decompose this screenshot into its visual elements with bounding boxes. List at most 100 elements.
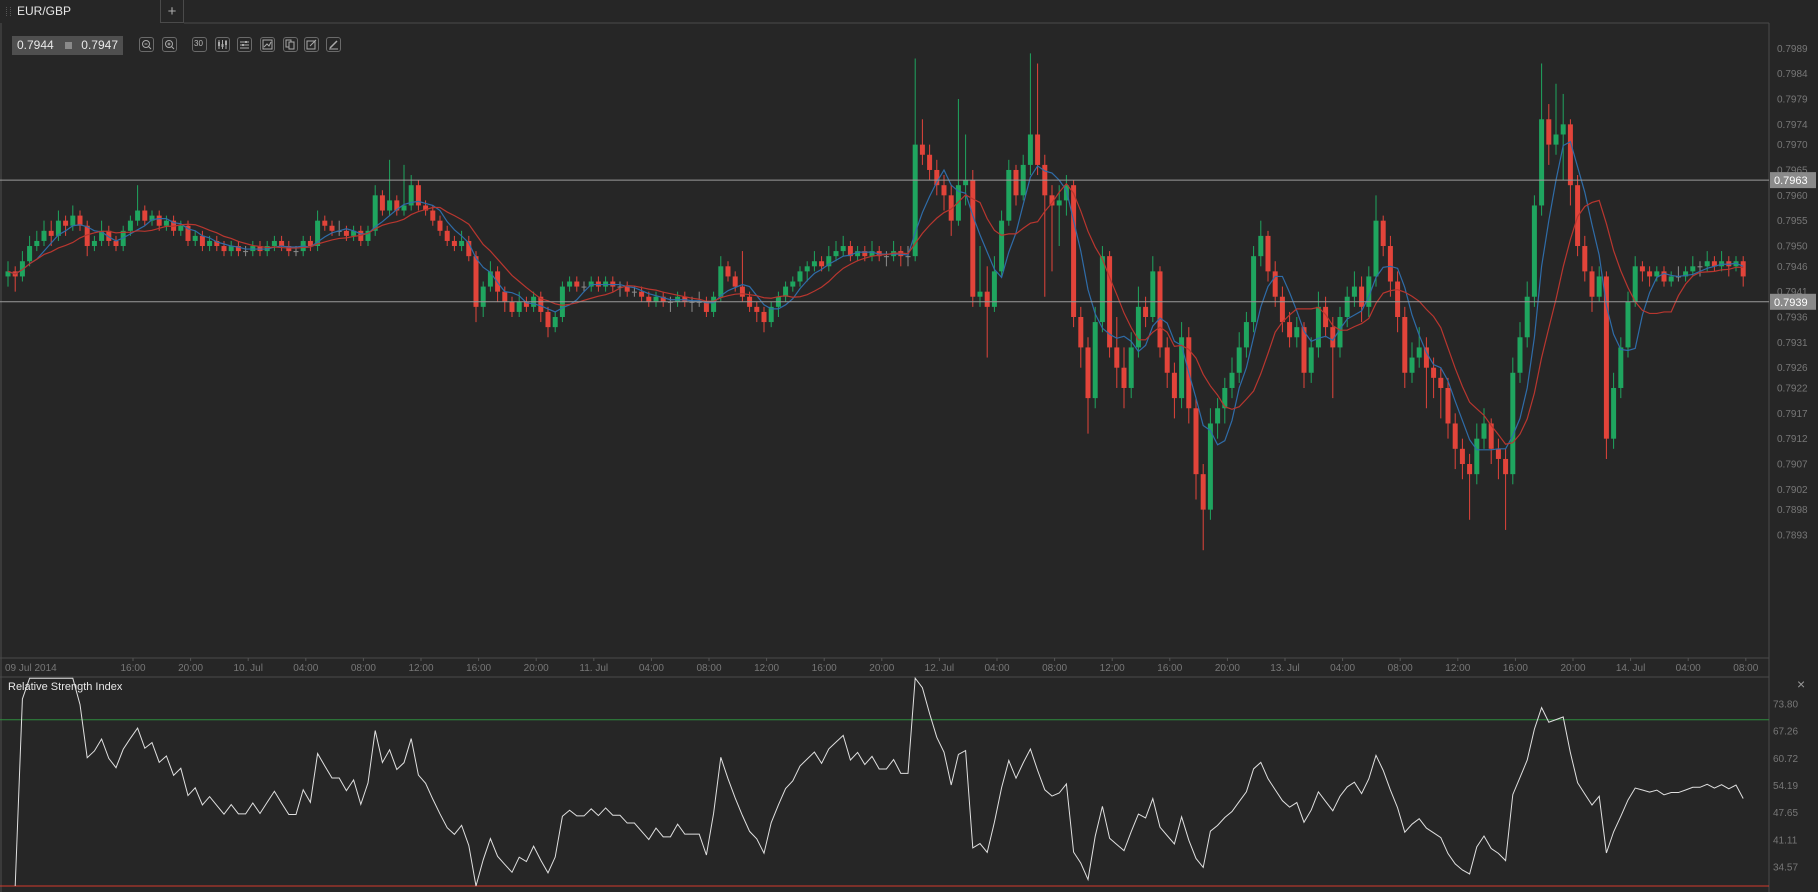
candle xyxy=(1366,266,1372,317)
drag-handle-icon[interactable] xyxy=(6,7,11,16)
rsi-close-button[interactable]: × xyxy=(1797,676,1806,692)
rsi-tick-label: 34.57 xyxy=(1773,863,1798,874)
candle xyxy=(228,240,234,257)
draw-button[interactable] xyxy=(326,37,341,52)
price-tick-label: 0.7979 xyxy=(1777,94,1808,105)
chart-type-button[interactable] xyxy=(215,37,230,52)
copy-button[interactable] xyxy=(283,37,298,52)
candle xyxy=(1632,256,1638,307)
candle-body xyxy=(1035,134,1041,165)
candle-body xyxy=(624,286,630,292)
indicators-icon xyxy=(240,41,249,49)
candle xyxy=(1668,271,1674,287)
candle xyxy=(459,230,465,252)
candle xyxy=(509,296,515,317)
candle-body xyxy=(1330,327,1336,348)
candle xyxy=(48,220,54,247)
candle-body xyxy=(487,271,493,287)
candle-body xyxy=(1027,134,1033,165)
time-tick-label: 09 Jul 2014 xyxy=(5,663,57,674)
candle xyxy=(1114,316,1120,388)
candle xyxy=(1272,261,1278,307)
candle-body xyxy=(27,246,33,262)
compare-button[interactable] xyxy=(260,37,275,52)
candle-body xyxy=(1049,195,1055,206)
time-tick-label: 12:00 xyxy=(1100,663,1125,674)
candle xyxy=(336,220,342,236)
candle-body xyxy=(84,225,90,247)
candle-body xyxy=(451,240,457,247)
candle-body xyxy=(444,230,450,241)
candle xyxy=(12,266,18,292)
candle xyxy=(1143,296,1149,328)
candle-body xyxy=(1445,387,1451,424)
price-tick-label: 0.7946 xyxy=(1777,262,1808,273)
price-tick-label: 0.7965 xyxy=(1777,165,1808,176)
time-tick-label: 04:00 xyxy=(639,663,664,674)
candle-body xyxy=(1265,235,1271,272)
price-line-label: 0.7963 xyxy=(1774,175,1808,187)
candle xyxy=(840,235,846,257)
moving-average-fast xyxy=(7,140,1744,451)
candle xyxy=(1243,311,1249,358)
candle-body xyxy=(1135,306,1141,348)
edit-button[interactable] xyxy=(304,37,319,52)
candle-body xyxy=(279,240,285,247)
candle xyxy=(991,256,997,312)
bid-price: 0.7944 xyxy=(17,38,54,52)
candle xyxy=(379,190,385,216)
candle-body xyxy=(545,311,551,328)
candle-body xyxy=(1481,423,1487,439)
candle-body xyxy=(1222,387,1228,409)
candle-body xyxy=(1654,271,1660,277)
candle xyxy=(351,225,357,241)
candle xyxy=(1013,164,1019,206)
zoom-out-button[interactable] xyxy=(139,37,154,52)
candle-body xyxy=(1740,261,1746,277)
price-line-badge xyxy=(1770,293,1816,310)
candle xyxy=(977,246,983,307)
price-tick-label: 0.7917 xyxy=(1777,409,1808,420)
add-tab-button[interactable]: + xyxy=(161,0,184,23)
candle-body xyxy=(1632,266,1638,302)
candle-body xyxy=(1704,261,1710,267)
candle xyxy=(1726,256,1732,277)
period-button[interactable]: 30 xyxy=(192,37,207,52)
candle-body xyxy=(1351,286,1357,297)
candle-body xyxy=(77,215,83,226)
candle-body xyxy=(912,144,918,257)
candle xyxy=(192,230,198,247)
candle xyxy=(1596,266,1602,302)
candle-body xyxy=(372,195,378,231)
time-tick-label: 04:00 xyxy=(293,663,318,674)
tab-eur-gbp[interactable]: EUR/GBP xyxy=(0,0,161,23)
rsi-tick-label: 41.11 xyxy=(1773,835,1798,846)
candle-body xyxy=(790,281,796,287)
candle xyxy=(1186,327,1192,424)
candle xyxy=(912,58,918,262)
candle xyxy=(1517,322,1523,383)
time-tick-label: 14. Jul xyxy=(1616,663,1645,674)
candle-body xyxy=(1287,322,1293,338)
candle xyxy=(408,175,414,211)
candle xyxy=(365,225,371,247)
candle-body xyxy=(1308,347,1314,373)
rsi-tick-label: 47.65 xyxy=(1773,808,1798,819)
candle xyxy=(1135,286,1141,358)
zoom-in-button[interactable] xyxy=(162,37,177,52)
candle-body xyxy=(502,291,508,302)
candle-body xyxy=(1409,357,1415,373)
chart-compare-icon xyxy=(262,39,273,50)
candle-body xyxy=(48,230,54,236)
candle-body xyxy=(221,246,227,252)
candle-body xyxy=(703,301,709,312)
candle xyxy=(552,311,558,333)
candle xyxy=(1567,119,1573,206)
indicators-button[interactable] xyxy=(237,37,252,52)
candle xyxy=(199,230,205,252)
candle-body xyxy=(379,195,385,211)
candle-body xyxy=(840,246,846,252)
candle-body xyxy=(833,251,839,257)
candle-body xyxy=(1647,271,1653,277)
